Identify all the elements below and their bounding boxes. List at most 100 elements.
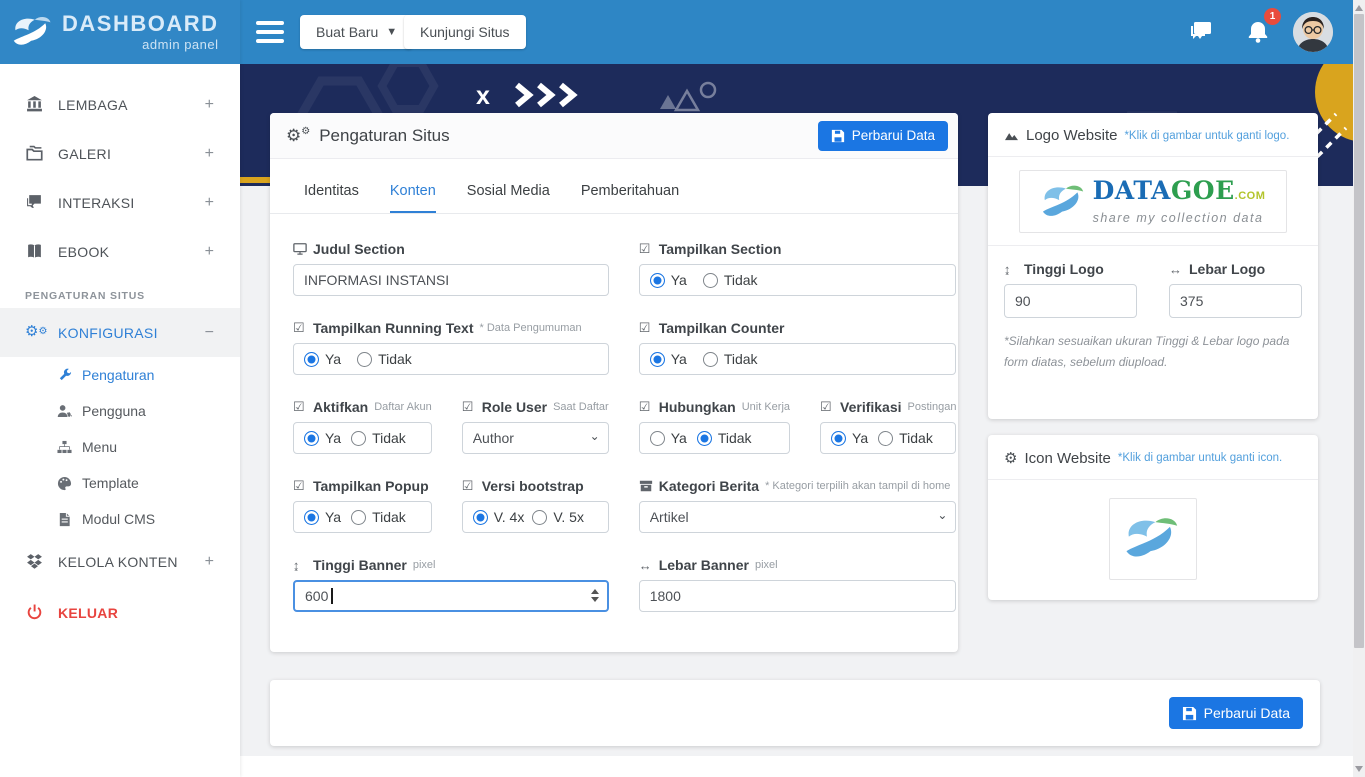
- radio-tidak[interactable]: Tidak: [696, 430, 752, 446]
- brand-logo[interactable]: DASHBOARD admin panel: [0, 0, 240, 64]
- radio-tidak[interactable]: Tidak: [702, 272, 758, 288]
- topbar: Buat Baru ▼ Kunjungi Situs 1: [240, 0, 1353, 64]
- institution-icon: [27, 96, 42, 112]
- radio-v4x[interactable]: V. 4x: [472, 509, 524, 525]
- collapse-minus-icon[interactable]: −: [204, 323, 214, 341]
- radio-ya[interactable]: Ya: [304, 430, 341, 446]
- kunjungi-situs-button[interactable]: Kunjungi Situs: [404, 15, 526, 49]
- sidebar-item-kelola-konten[interactable]: KELOLA KONTEN +: [0, 537, 240, 586]
- tab-identitas[interactable]: Identitas: [304, 183, 359, 199]
- field-note: * Data Pengumuman: [479, 322, 582, 334]
- sidebar-subitem-pengguna[interactable]: Pengguna: [0, 393, 240, 429]
- sidebar-subitem-label: Template: [82, 475, 139, 491]
- sidebar-subitem-pengaturan[interactable]: Pengaturan: [0, 357, 240, 393]
- palette-icon: [57, 476, 72, 490]
- sidebar-item-konfigurasi[interactable]: ⚙⚙ KONFIGURASI −: [0, 308, 240, 357]
- field-tinggi-logo: ↨ Tinggi Logo: [1004, 258, 1137, 318]
- sidebar-subitem-label: Menu: [82, 439, 118, 455]
- gear-icon: ⚙: [1004, 450, 1018, 467]
- perbarui-data-label: Perbarui Data: [1203, 705, 1290, 721]
- sidebar-toggle-hamburger-icon[interactable]: [256, 21, 284, 43]
- checklist-icon: ☑: [293, 320, 305, 335]
- logo-preview-image[interactable]: DATAGOE.COM share my collection data: [1019, 170, 1287, 233]
- user-avatar[interactable]: [1293, 12, 1333, 52]
- scroll-down-arrow-icon[interactable]: [1355, 766, 1363, 772]
- perbarui-data-label: Perbarui Data: [851, 128, 935, 143]
- sidebar-item-interaksi[interactable]: INTERAKSI +: [0, 178, 240, 227]
- icon-card-title: Icon Website: [1024, 449, 1111, 467]
- lebar-banner-input[interactable]: [638, 580, 957, 612]
- sidebar-subitem-template[interactable]: Template: [0, 465, 240, 501]
- save-icon: [1182, 706, 1196, 720]
- sidebar-subitem-modul-cms[interactable]: Modul CMS: [0, 501, 240, 537]
- expand-plus-icon[interactable]: +: [204, 242, 214, 260]
- radio-ya[interactable]: Ya: [649, 351, 687, 367]
- sidebar-item-lembaga[interactable]: LEMBAGA +: [0, 80, 240, 129]
- role-user-select[interactable]: Author: [461, 422, 609, 454]
- radio-tidak[interactable]: Tidak: [702, 351, 758, 367]
- tampilkan-section-radio-group: Ya Tidak: [638, 264, 957, 296]
- buat-baru-button[interactable]: Buat Baru ▼: [300, 15, 414, 49]
- judul-section-input[interactable]: [293, 264, 609, 296]
- field-label: Kategori Berita: [658, 478, 760, 494]
- tinggi-banner-input[interactable]: [293, 580, 609, 612]
- radio-ya[interactable]: Ya: [649, 272, 687, 288]
- vertical-scrollbar[interactable]: [1353, 0, 1365, 777]
- tinggi-banner-wrap: [293, 580, 609, 612]
- scrollbar-thumb[interactable]: [1354, 14, 1364, 648]
- tab-sosial-media[interactable]: Sosial Media: [466, 183, 550, 199]
- kategori-berita-select[interactable]: Artikel: [638, 501, 957, 533]
- field-verifikasi: ☑ Verifikasi Postingan Ya Tidak: [820, 398, 957, 454]
- buat-baru-label: Buat Baru: [316, 24, 379, 40]
- expand-plus-icon[interactable]: +: [204, 552, 214, 570]
- brand-title: DASHBOARD: [62, 10, 219, 36]
- number-spinner[interactable]: [590, 589, 600, 603]
- tab-pemberitahuan[interactable]: Pemberitahuan: [580, 183, 680, 199]
- user-gear-icon: [57, 404, 72, 417]
- expand-plus-icon[interactable]: +: [204, 193, 214, 211]
- radio-tidak[interactable]: Tidak: [351, 430, 406, 446]
- logo-word-secondary: GOE: [1170, 176, 1235, 205]
- sidebar: DASHBOARD admin panel LEMBAGA + GALERI +: [0, 0, 240, 777]
- field-label: Tampilkan Popup: [313, 478, 429, 494]
- site-bird-icon: [1126, 518, 1178, 557]
- messages-icon[interactable]: [1188, 19, 1214, 45]
- radio-tidak[interactable]: Tidak: [351, 509, 406, 525]
- height-arrows-icon: ↨: [293, 557, 300, 573]
- lebar-logo-input[interactable]: [1169, 284, 1302, 318]
- verifikasi-radio-group: Ya Tidak: [820, 422, 957, 454]
- sidebar-item-keluar[interactable]: KELUAR: [0, 588, 240, 637]
- radio-ya[interactable]: Ya: [831, 430, 868, 446]
- sidebar-subitem-menu[interactable]: Menu: [0, 429, 240, 465]
- expand-plus-icon[interactable]: +: [204, 144, 214, 162]
- checklist-icon: ☑: [293, 478, 305, 493]
- radio-ya[interactable]: Ya: [649, 430, 687, 446]
- sidebar-item-galeri[interactable]: GALERI +: [0, 129, 240, 178]
- height-arrows-icon: ↨: [1004, 261, 1011, 277]
- icon-website-card: ⚙ Icon Website *Klik di gambar untuk gan…: [988, 435, 1318, 600]
- radio-tidak[interactable]: Tidak: [357, 351, 412, 367]
- radio-unselected-icon: [357, 351, 373, 367]
- field-tampilkan-popup: ☑ Tampilkan Popup Ya Tidak: [293, 477, 432, 533]
- svg-text:x: x: [476, 82, 490, 110]
- perbarui-data-button[interactable]: Perbarui Data: [817, 120, 948, 151]
- site-icon-preview-image[interactable]: [1109, 498, 1197, 580]
- logo-tagline: share my collection data: [1092, 211, 1264, 225]
- radio-ya[interactable]: Ya: [304, 509, 341, 525]
- logo-website-card: Logo Website *Klik di gambar untuk ganti…: [988, 113, 1318, 419]
- sidebar-item-ebook[interactable]: EBOOK +: [0, 227, 240, 276]
- radio-tidak[interactable]: Tidak: [878, 430, 933, 446]
- gears-icon: ⚙⚙: [286, 125, 311, 145]
- sitemap-icon: [57, 440, 72, 453]
- radio-v5x[interactable]: V. 5x: [532, 509, 584, 525]
- scroll-up-arrow-icon[interactable]: [1355, 5, 1363, 11]
- avatar-image: [1293, 12, 1333, 52]
- field-tampilkan-counter: ☑ Tampilkan Counter Ya Tidak: [638, 319, 957, 375]
- tab-konten[interactable]: Konten: [389, 183, 436, 213]
- expand-plus-icon[interactable]: +: [204, 95, 214, 113]
- notifications-bell-icon[interactable]: [1245, 19, 1271, 45]
- radio-ya[interactable]: Ya: [304, 351, 341, 367]
- perbarui-data-footer-button[interactable]: Perbarui Data: [1168, 697, 1303, 729]
- tinggi-logo-input[interactable]: [1004, 284, 1137, 318]
- field-lebar-logo: ↔ Lebar Logo: [1169, 258, 1302, 318]
